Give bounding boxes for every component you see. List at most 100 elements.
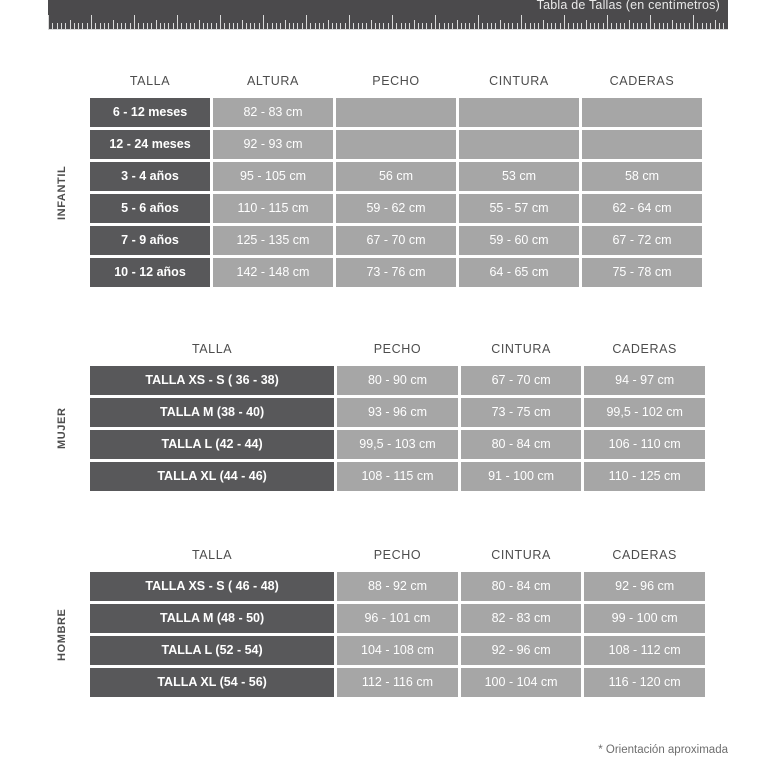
ruler-tick [705, 23, 707, 29]
ruler-tick [125, 23, 127, 29]
ruler-tick [688, 23, 690, 29]
ruler-tick [134, 15, 135, 29]
ruler-tick [615, 23, 617, 29]
ruler-tick [146, 23, 148, 29]
ruler-tick [357, 23, 359, 29]
ruler-tick [572, 23, 574, 29]
ruler-tick [211, 23, 213, 29]
ruler-tick [435, 15, 436, 29]
cell-altura: 95 - 105 cm [213, 162, 333, 191]
cell-altura: 125 - 135 cm [213, 226, 333, 255]
cell-caderas: 75 - 78 cm [582, 258, 702, 287]
ruler-tick [581, 23, 583, 29]
ruler-tick [387, 23, 389, 29]
column-header-row: TALLA ALTURA PECHO CINTURA CADERAS [90, 70, 702, 92]
cell-pecho: 96 - 101 cm [337, 604, 458, 633]
column-header-caderas: CADERAS [612, 342, 677, 356]
ruler-tick [555, 23, 557, 29]
cell-talla: TALLA XL (54 - 56) [90, 668, 335, 697]
ruler-tick [207, 23, 209, 29]
column-header-talla: TALLA [129, 74, 171, 88]
ruler-tick [202, 23, 204, 29]
ruler-tick [65, 23, 67, 29]
ruler-tick [426, 23, 428, 29]
ruler-header-band: Tabla de Tallas (en centímetros) [48, 0, 728, 30]
ruler-tick [714, 20, 716, 29]
ruler-tick [159, 23, 161, 29]
ruler-tick [349, 15, 350, 29]
ruler-baseline [48, 28, 728, 30]
column-header-pecho: PECHO [373, 342, 422, 356]
section-label-hombre: HOMBRE [56, 608, 68, 661]
cell-caderas: 94 - 97 cm [584, 366, 705, 395]
ruler-tick [611, 23, 613, 29]
ruler-tick [185, 23, 187, 29]
ruler-tick [288, 23, 290, 29]
cell-caderas: 99,5 - 102 cm [584, 398, 705, 427]
ruler-tick [482, 23, 484, 29]
cell-talla: TALLA XS - S ( 46 - 48) [90, 572, 335, 601]
ruler-tick [671, 20, 673, 29]
ruler-tick [82, 23, 84, 29]
column-header-talla: TALLA [191, 342, 233, 356]
ruler-tick [637, 23, 639, 29]
ruler-tick [314, 23, 316, 29]
ruler-tick [151, 23, 153, 29]
ruler-tick [594, 23, 596, 29]
ruler-tick [443, 23, 445, 29]
ruler-tick [641, 23, 643, 29]
ruler-tick [469, 23, 471, 29]
ruler-tick [228, 23, 230, 29]
ruler-tick [619, 23, 621, 29]
ruler-tick [495, 23, 497, 29]
ruler-tick [318, 23, 320, 29]
ruler-tick [181, 23, 183, 29]
ruler-tick [172, 23, 174, 29]
column-header-altura: ALTURA [247, 74, 299, 88]
table-row: TALLA XS - S ( 36 - 38) 80 - 90 cm 67 - 70… [90, 366, 705, 395]
ruler-tick [280, 23, 282, 29]
cell-talla: 3 - 4 años [90, 162, 210, 191]
ruler-tick [546, 23, 548, 29]
ruler-tick [241, 20, 243, 29]
cell-cintura: 73 - 75 cm [460, 398, 582, 427]
table-row: 7 - 9 años 125 - 135 cm 67 - 70 cm 59 - 60 … [90, 226, 702, 255]
cell-caderas: 106 - 110 cm [584, 430, 705, 459]
ruler-tick [293, 23, 295, 29]
cell-pecho: 99,5 - 103 cm [337, 430, 458, 459]
ruler-tick [250, 23, 252, 29]
table-row: 12 - 24 meses 92 - 93 cm [90, 130, 702, 159]
ruler-tick [331, 23, 333, 29]
cell-talla: 7 - 9 años [90, 226, 210, 255]
cell-cintura: 80 - 84 cm [460, 430, 582, 459]
ruler-tick [327, 20, 329, 29]
cell-caderas: 58 cm [582, 162, 702, 191]
ruler-tick [680, 23, 682, 29]
ruler-tick [73, 23, 75, 29]
table-row: TALLA M (48 - 50) 96 - 101 cm 82 - 83 cm 99… [90, 604, 705, 633]
ruler-tick [718, 23, 720, 29]
ruler-tick [693, 15, 694, 29]
ruler-tick [538, 23, 540, 29]
ruler-tick [422, 23, 424, 29]
ruler-tick [258, 23, 260, 29]
cell-altura: 82 - 83 cm [213, 98, 333, 127]
ruler-tick [662, 23, 664, 29]
ruler-tick [353, 23, 355, 29]
ruler-tick [168, 23, 170, 29]
ruler-tick [697, 23, 699, 29]
cell-caderas: 67 - 72 cm [582, 226, 702, 255]
cell-talla: TALLA L (42 - 44) [90, 430, 335, 459]
ruler-tick [121, 23, 123, 29]
cell-caderas: 108 - 112 cm [584, 636, 705, 665]
cell-caderas [582, 98, 702, 127]
table-body: TALLA XS - S ( 46 - 48) 88 - 92 cm 80 - 84… [90, 572, 705, 700]
ruler-tick [189, 23, 191, 29]
ruler-tick [589, 23, 591, 29]
ruler-tick [370, 20, 372, 29]
ruler-tick [374, 23, 376, 29]
table-body: 6 - 12 meses 82 - 83 cm 12 - 24 meses 92 - … [90, 98, 702, 290]
ruler-tick [404, 23, 406, 29]
ruler-tick [701, 23, 703, 29]
